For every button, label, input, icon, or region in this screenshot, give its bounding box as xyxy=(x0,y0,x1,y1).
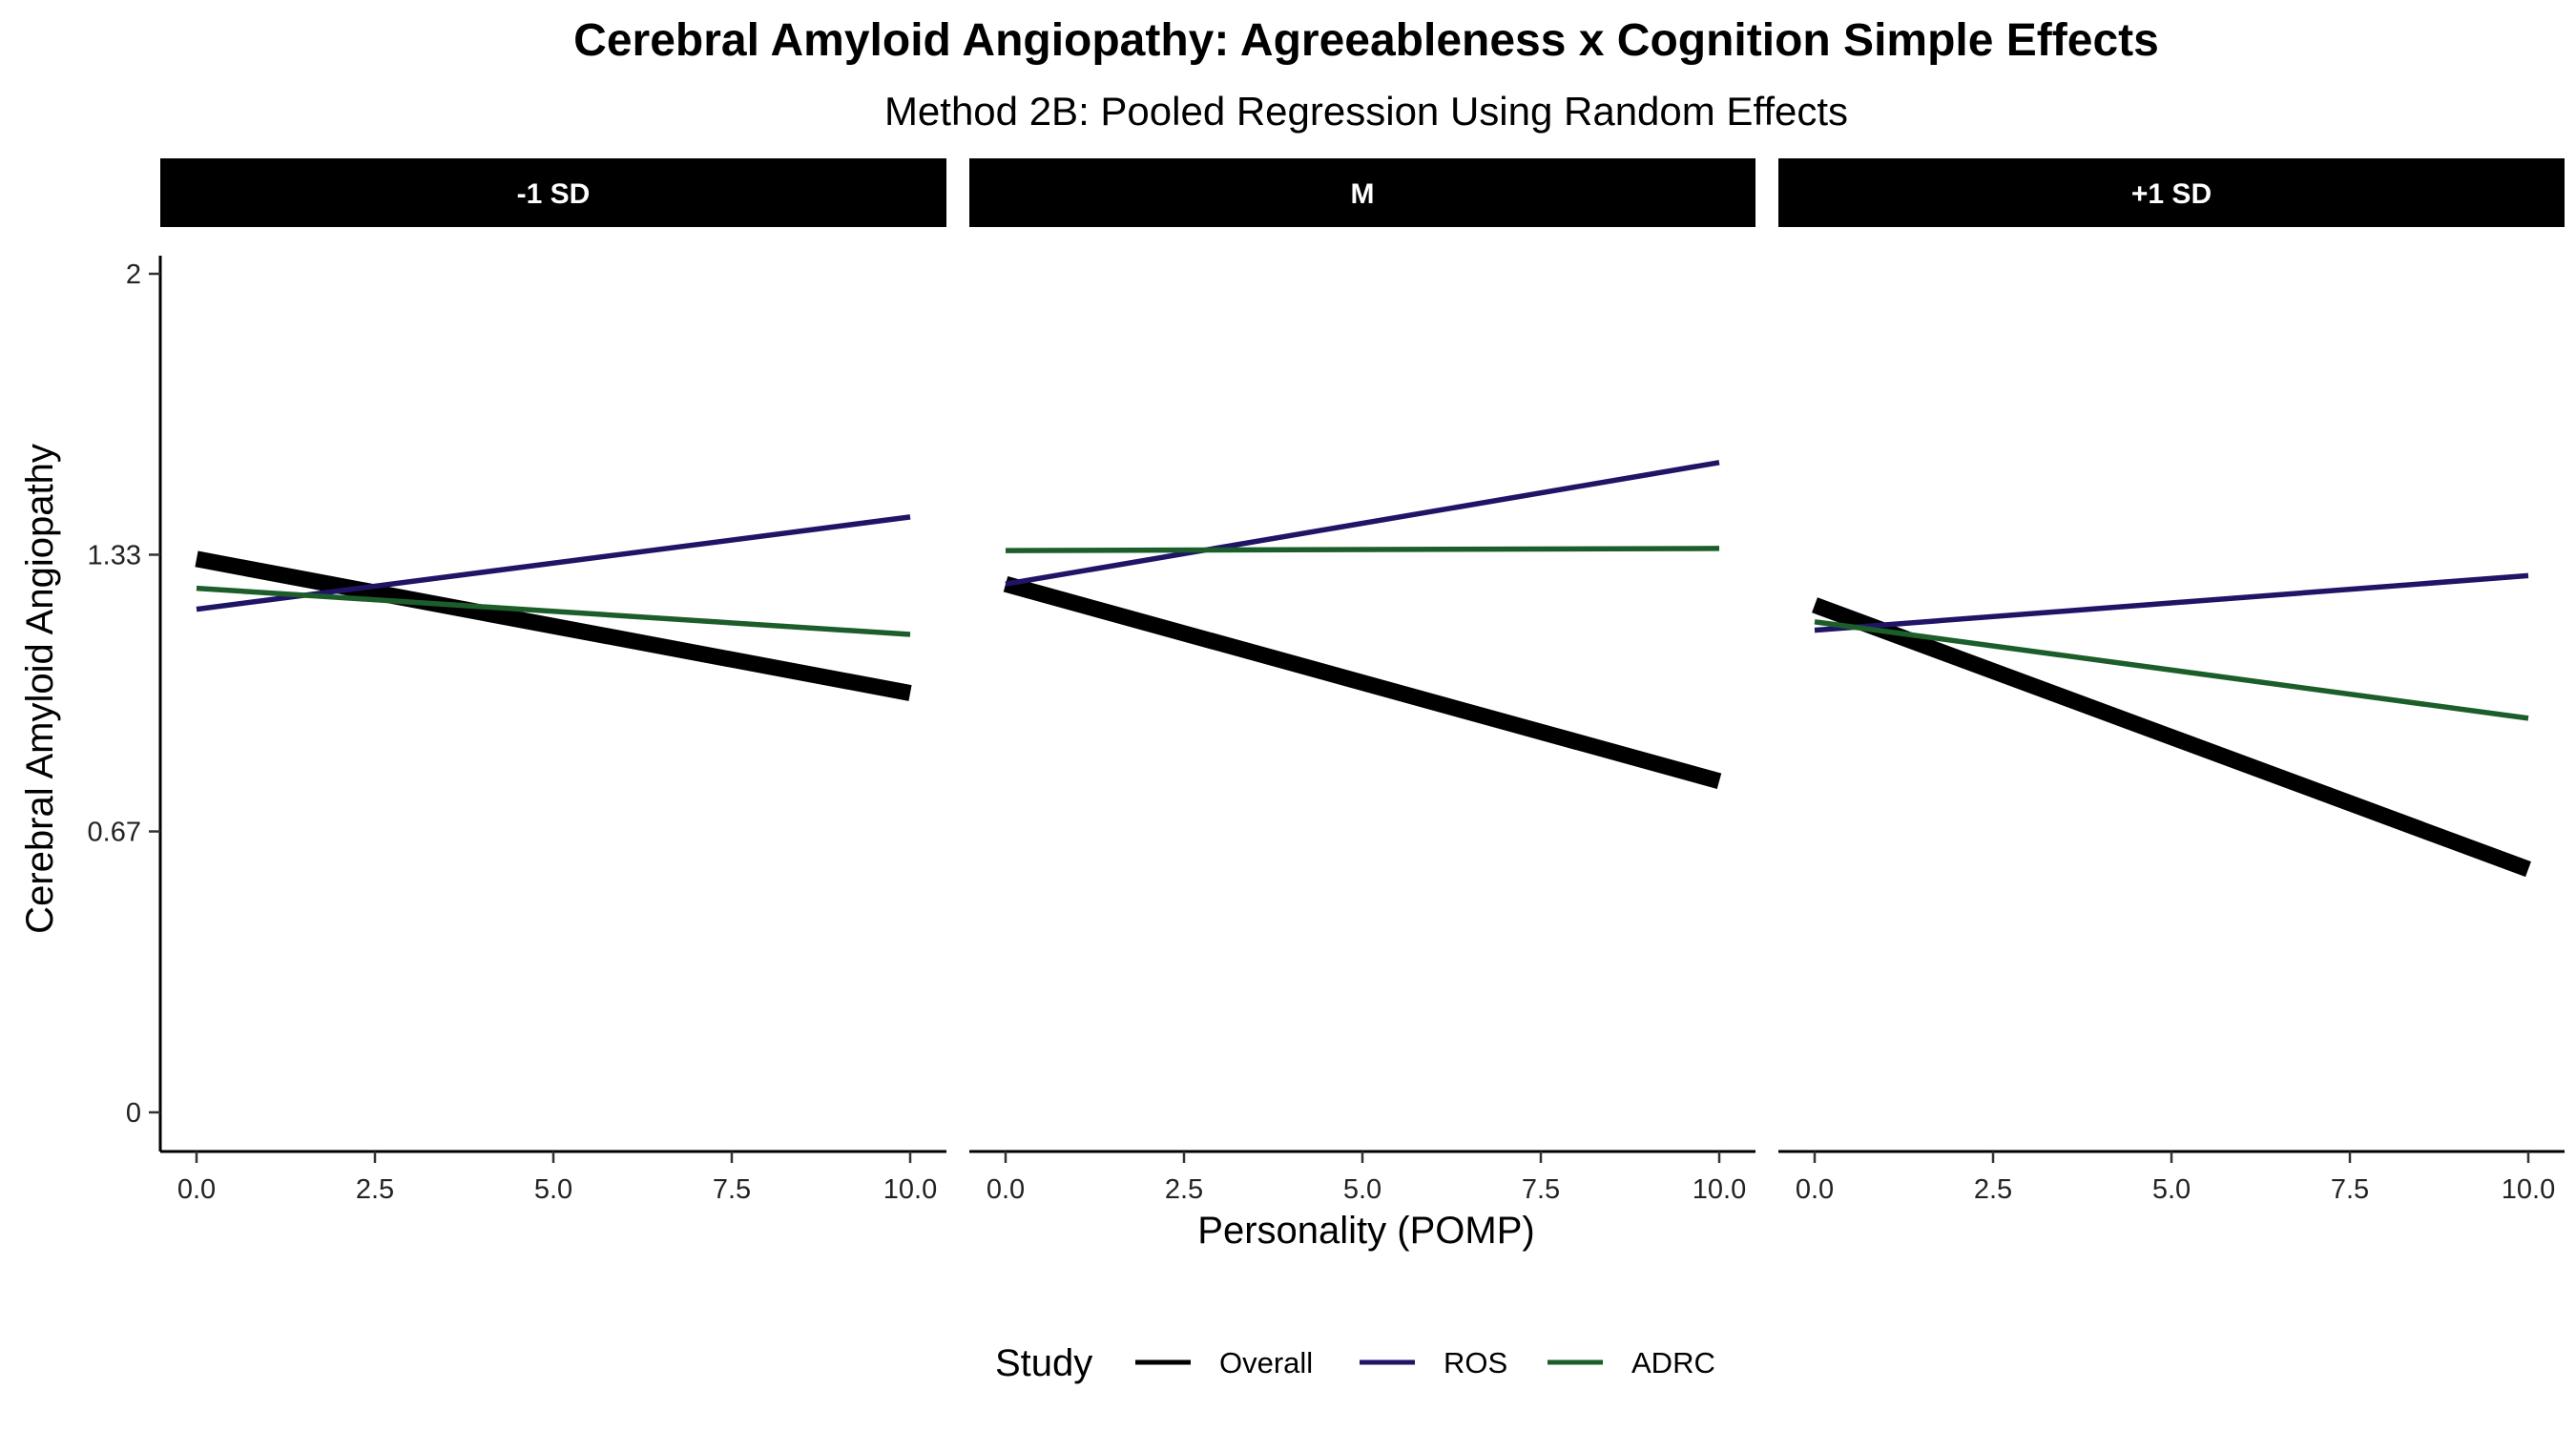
facet-panel: M 0.0 2.5 5.0 7.5 10.0 xyxy=(969,158,1755,1205)
facet-strip xyxy=(160,158,946,227)
series-line-ros xyxy=(1005,460,1720,587)
facet-strip xyxy=(1778,158,2565,227)
series-line-ros xyxy=(1814,572,2529,633)
x-tick-label: 7.5 xyxy=(2331,1174,2369,1205)
facet-strip-label: +1 SD xyxy=(2131,178,2212,210)
x-tick-label: 10.0 xyxy=(1693,1174,1746,1205)
x-tick-label: 5.0 xyxy=(2152,1174,2191,1205)
legend-label: ADRC xyxy=(1631,1346,1715,1379)
y-tick-label: 1.33 xyxy=(88,540,141,570)
legend-title: Study xyxy=(995,1342,1092,1384)
x-axis-title: Personality (POMP) xyxy=(1197,1210,1534,1252)
facet-strip xyxy=(969,158,1755,227)
x-tick-label: 0.0 xyxy=(987,1174,1025,1205)
series-line-overall xyxy=(1812,597,2531,878)
x-tick-label: 5.0 xyxy=(1343,1174,1381,1205)
y-tick-label: 0.67 xyxy=(88,818,141,848)
y-tick-label: 2 xyxy=(126,259,141,290)
legend-item-adrc: ADRC xyxy=(1548,1346,1715,1379)
x-tick-label: 7.5 xyxy=(1522,1174,1560,1205)
legend-label: ROS xyxy=(1444,1346,1507,1379)
legend-item-overall: Overall xyxy=(1135,1346,1313,1379)
facet-panels: -1 SD0.0 2.5 5.0 7.5 10.0M0.0 2.5 5.0 7.5 10.0+1… xyxy=(160,158,2565,1205)
x-tick-label: 7.5 xyxy=(713,1174,751,1205)
legend-item-ros: ROS xyxy=(1360,1346,1507,1379)
facet-panel: +1 SD 0.0 2.5 5.0 7.5 10.0 xyxy=(1778,158,2565,1205)
y-axis-title: Cerebral Amyloid Angiopathy xyxy=(19,444,61,934)
x-tick-label: 0.0 xyxy=(177,1174,216,1205)
legend: Study Overall ROS ADRC xyxy=(995,1342,1715,1384)
x-tick-label: 2.5 xyxy=(1974,1174,2012,1205)
x-tick-label: 10.0 xyxy=(2502,1174,2555,1205)
x-tick-label: 2.5 xyxy=(1165,1174,1203,1205)
x-tick-label: 10.0 xyxy=(883,1174,937,1205)
chart-subtitle: Method 2B: Pooled Regression Using Rando… xyxy=(884,89,1848,134)
facet-strip-label: M xyxy=(1351,178,1375,210)
series-line-overall xyxy=(195,550,912,701)
x-tick-label: 0.0 xyxy=(1796,1174,1834,1205)
facet-panel: -1 SD 0.0 2.5 5.0 7.5 10.0 xyxy=(160,158,946,1205)
x-tick-label: 5.0 xyxy=(534,1174,572,1205)
y-axis: 0 0.67 1.33 2 xyxy=(88,256,162,1151)
series-line-adrc xyxy=(1814,619,2529,721)
facet-strip-label: -1 SD xyxy=(517,178,591,210)
series-line-adrc xyxy=(1005,546,1720,553)
series-line-overall xyxy=(1003,576,1722,789)
legend-label: Overall xyxy=(1219,1346,1313,1379)
chart-title: Cerebral Amyloid Angiopathy: Agreeablene… xyxy=(573,15,2159,66)
x-tick-label: 2.5 xyxy=(356,1174,394,1205)
y-tick-label: 0 xyxy=(126,1098,141,1129)
series-line-adrc xyxy=(196,585,911,637)
